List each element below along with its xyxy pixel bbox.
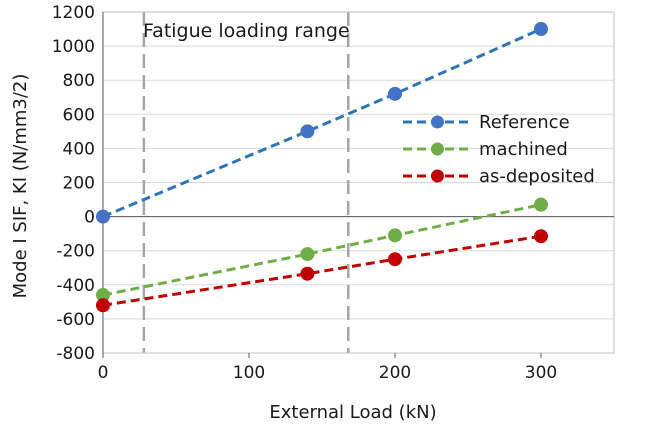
series-line	[102, 234, 542, 307]
y-tick-label: 400	[63, 139, 95, 159]
legend-label: Reference	[479, 112, 570, 133]
y-tick-label: 600	[63, 105, 95, 125]
y-axis-title: Mode I SIF, KI (N/mm3/2)	[10, 74, 31, 299]
data-point	[388, 252, 402, 267]
data-point	[300, 124, 315, 139]
y-tick-label: 200	[63, 174, 95, 194]
y-tick-label: -800	[56, 344, 95, 364]
y-tick-label: 1200	[52, 3, 95, 23]
y-tick-label: -600	[56, 310, 95, 330]
x-axis-title: External Load (kN)	[269, 402, 436, 423]
x-tick-label: 200	[379, 363, 411, 383]
data-point	[534, 22, 548, 37]
legend-marker	[431, 115, 444, 129]
data-point	[388, 86, 402, 101]
legend-marker	[431, 169, 444, 183]
data-point	[534, 229, 548, 244]
x-tick-label: 0	[98, 363, 109, 383]
fatigue-range-lines	[142, 12, 350, 353]
legend-label: machined	[479, 139, 568, 160]
data-point	[300, 266, 315, 281]
tick-labels: -800 -600 -400 -200 0 200 400 600 800 1000 1200 0 10…	[52, 3, 557, 383]
data-point	[96, 288, 110, 303]
y-tick-label: 800	[63, 71, 95, 91]
data-point	[534, 197, 548, 212]
legend: Reference machined as-deposited	[403, 112, 595, 187]
series-line	[102, 203, 542, 297]
x-tick-label: 100	[233, 363, 265, 383]
data-point	[96, 209, 110, 224]
data-point	[96, 298, 110, 313]
data-point	[388, 228, 402, 243]
data-point	[300, 247, 315, 262]
y-tick-label: 1000	[52, 37, 95, 57]
y-tick-label: -400	[56, 276, 95, 296]
series-line	[102, 27, 542, 218]
legend-label: as-deposited	[479, 166, 595, 187]
series-group	[96, 22, 548, 313]
fatigue-range-annotation: Fatigue loading range	[143, 20, 350, 42]
y-tick-label: -200	[56, 242, 95, 262]
legend-marker	[431, 142, 444, 156]
x-tick-label: 300	[525, 363, 557, 383]
y-tick-label: 0	[84, 208, 95, 228]
